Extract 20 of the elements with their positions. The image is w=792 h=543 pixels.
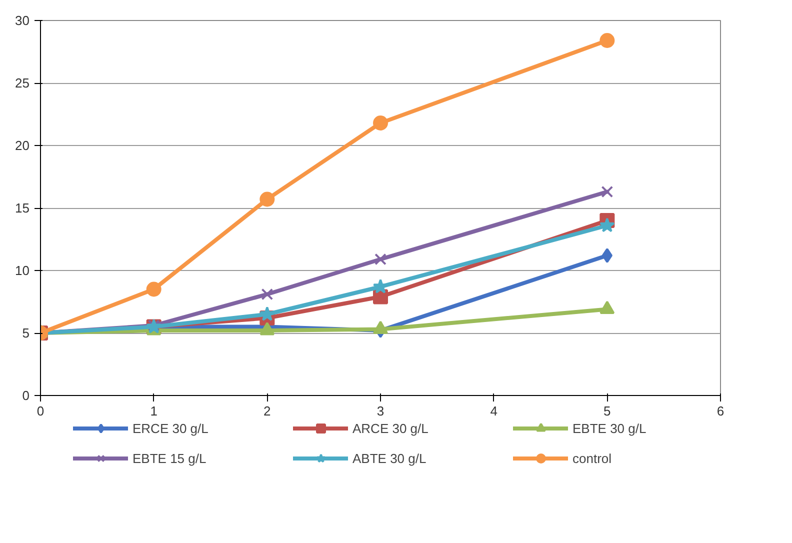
x-tick-label: 5	[604, 404, 611, 418]
y-tick-label: 30	[15, 13, 30, 28]
y-tick-label: 25	[15, 76, 30, 90]
legend-label: control	[572, 450, 613, 466]
legend-label: ABTE 30 g/L	[352, 450, 428, 466]
x-tick-label: 3	[376, 404, 384, 418]
y-tick-label: 0	[22, 388, 30, 403]
legend-label: EBTE 30 g/L	[572, 420, 648, 436]
x-tick-label: 4	[490, 404, 498, 418]
y-tick-label: 20	[15, 138, 30, 153]
y-tick-label: 15	[15, 200, 30, 216]
x-tick-label: 6	[716, 404, 724, 418]
legend-label: ARCE 30 g/L	[352, 420, 430, 436]
y-tick-label: 5	[22, 326, 30, 340]
x-tick-label: 1	[150, 404, 158, 418]
x-tick-label: 0	[36, 404, 44, 418]
x-tick-label: 2	[264, 404, 271, 418]
y-tick-label: 10	[15, 263, 30, 278]
legend-label: ERCE 30 g/L	[132, 420, 210, 436]
legend-label: EBTE 15 g/L	[132, 450, 208, 466]
